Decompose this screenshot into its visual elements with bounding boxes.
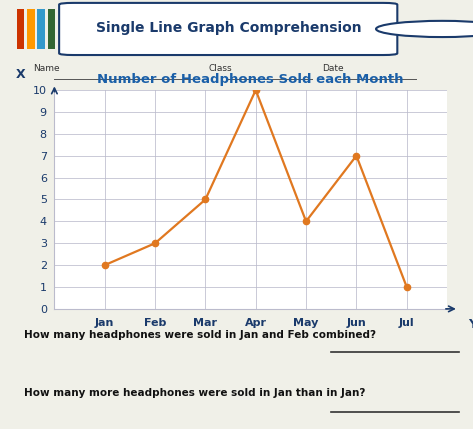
FancyBboxPatch shape	[37, 9, 45, 49]
FancyBboxPatch shape	[27, 9, 35, 49]
Text: Date: Date	[322, 64, 343, 73]
Text: How many headphones were sold in Jan and Feb combined?: How many headphones were sold in Jan and…	[24, 330, 376, 340]
FancyBboxPatch shape	[59, 3, 397, 55]
Text: Single Line Graph Comprehension: Single Line Graph Comprehension	[96, 21, 361, 35]
Text: X: X	[16, 68, 26, 82]
Text: Y: Y	[469, 318, 473, 331]
FancyBboxPatch shape	[48, 9, 55, 49]
FancyBboxPatch shape	[17, 9, 24, 49]
Text: Class: Class	[208, 64, 232, 73]
Text: Name: Name	[33, 64, 60, 73]
Text: Math: Math	[429, 24, 456, 34]
Circle shape	[376, 21, 473, 37]
Title: Number of Headphones Sold each Month: Number of Headphones Sold each Month	[97, 73, 404, 86]
Text: How many more headphones were sold in Jan than in Jan?: How many more headphones were sold in Ja…	[24, 388, 365, 398]
